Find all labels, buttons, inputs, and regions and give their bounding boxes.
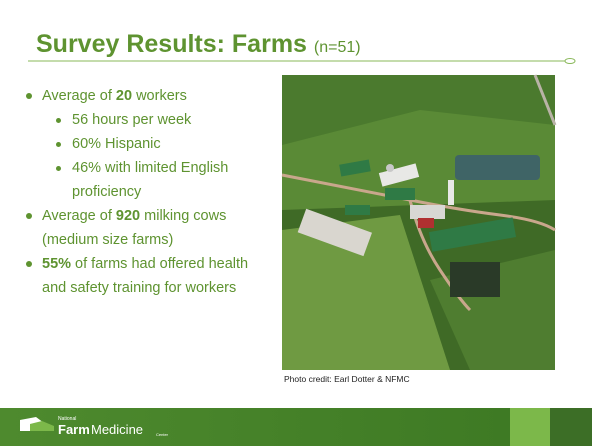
- sub-bullet: 46% with limited English proficiency: [56, 156, 256, 204]
- sub-bullet: 56 hours per week: [56, 108, 256, 132]
- logo-small: Center: [156, 432, 168, 437]
- subtitle: (n=51): [314, 39, 361, 56]
- bullet: Average of 920 milking cows (medium size…: [26, 204, 256, 252]
- photo-credit: Photo credit: Earl Dotter & NFMC: [284, 374, 410, 384]
- slide: Survey Results: Farms (n=51) Average of …: [0, 0, 592, 446]
- bullet-emphasis: 20: [116, 88, 132, 104]
- title: Survey Results: Farms (n=51): [36, 30, 361, 59]
- bullet-text: Average of: [42, 88, 116, 104]
- bullet-text: of farms had offered health and safety t…: [42, 256, 252, 296]
- bullet-emphasis: 920: [116, 208, 140, 224]
- logo-second: Medicine: [91, 422, 143, 437]
- bullet-text: Average of: [42, 208, 116, 224]
- logo-main: Farm: [58, 422, 90, 437]
- bullet-text: workers: [132, 88, 187, 104]
- title-text: Survey Results: Farms: [36, 30, 307, 58]
- bullet-emphasis: 55%: [42, 256, 71, 272]
- sub-bullet: 60% Hispanic: [56, 132, 256, 156]
- bullet: 55% of farms had offered health and safe…: [26, 252, 256, 300]
- photo: [282, 75, 555, 370]
- rule-end: [565, 59, 575, 64]
